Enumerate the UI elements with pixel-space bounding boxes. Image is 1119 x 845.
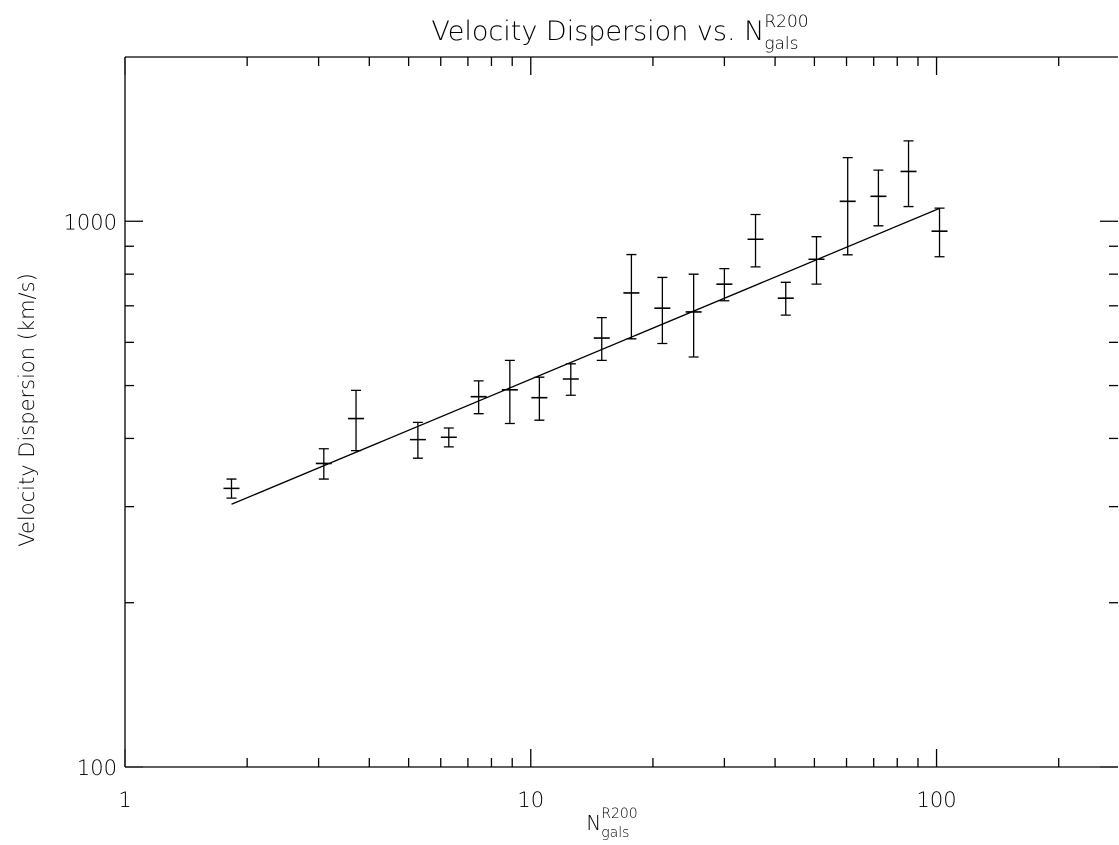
error-bar: [934, 207, 945, 258]
title-subscript: gals: [764, 34, 798, 54]
error-bar: [750, 213, 761, 268]
error-bar: [903, 140, 914, 208]
x-tick-label: 100: [917, 788, 957, 812]
error-bar: [657, 276, 668, 345]
title-superscript: R200: [764, 12, 808, 32]
x-axis-label: NR200 gals: [586, 806, 637, 841]
title-text: Velocity Dispersion vs. N: [431, 16, 764, 47]
chart-title: Velocity Dispersion vs. NR200 gals: [431, 12, 808, 54]
y-tick-label: 100: [77, 756, 117, 780]
error-bar: [504, 359, 515, 425]
error-bar: [842, 156, 853, 256]
error-bar: [534, 376, 545, 421]
y-tick-label: 1000: [64, 210, 117, 234]
x-label-subscript: gals: [601, 825, 629, 841]
error-bar: [351, 389, 362, 452]
error-bar: [873, 169, 884, 227]
fit-line: [231, 207, 940, 505]
x-tick-label: 1: [118, 788, 131, 812]
x-tick-label: 10: [517, 788, 544, 812]
error-bar: [596, 316, 607, 362]
x-label-text: N: [586, 811, 601, 835]
error-bar: [688, 273, 699, 358]
error-bar: [626, 253, 637, 340]
x-label-superscript: R200: [601, 806, 637, 822]
y-axis-label: Velocity Dispersion (km/s): [15, 273, 39, 547]
